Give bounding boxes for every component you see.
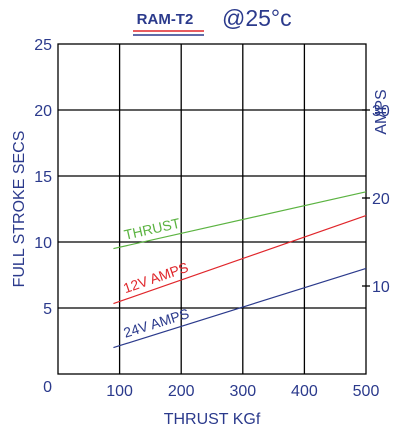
x-tick-label: 300 [229, 383, 256, 400]
y2-tick-label: 10 [372, 279, 390, 296]
x-tick-label: 500 [353, 383, 380, 400]
y2-tick-label: 30 [372, 103, 390, 120]
y-tick-label: 15 [34, 169, 52, 186]
series-line [113, 191, 367, 250]
series-line [113, 215, 367, 305]
x-tick-label: 400 [291, 383, 318, 400]
grid [57, 43, 370, 375]
chart-title: RAM-T2 @25°c [133, 5, 292, 36]
x-tick-label: 100 [106, 383, 133, 400]
series-label: 24V AMPS [122, 305, 191, 341]
y-tick-label: 10 [34, 235, 52, 252]
y-tick-label: 0 [43, 379, 52, 396]
series-label: THRUST [123, 215, 182, 243]
y2-tick-label: 20 [372, 191, 390, 208]
series-lines: THRUST 12V AMPS 24V AMPS [113, 191, 367, 349]
y-axis-label: FULL STROKE SECS [11, 131, 28, 288]
plot-frame [57, 43, 367, 375]
y2-axis-label: AMPS [373, 89, 390, 134]
y-tick-label: 20 [34, 103, 52, 120]
series-label: 12V AMPS [121, 259, 190, 296]
x-tick-label: 200 [168, 383, 195, 400]
axis-labels: THRUST KGf FULL STROKE SECS AMPS [11, 89, 390, 428]
title-model: RAM-T2 [137, 11, 194, 28]
title-condition: @25°c [222, 5, 292, 31]
series-line [113, 267, 367, 349]
tick-labels: 100 200 300 400 500 0 5 10 15 20 25 10 20 30 [34, 37, 390, 400]
x-axis-label: THRUST KGf [164, 411, 261, 428]
y-tick-label: 5 [43, 301, 52, 318]
y-tick-label: 25 [34, 37, 52, 54]
